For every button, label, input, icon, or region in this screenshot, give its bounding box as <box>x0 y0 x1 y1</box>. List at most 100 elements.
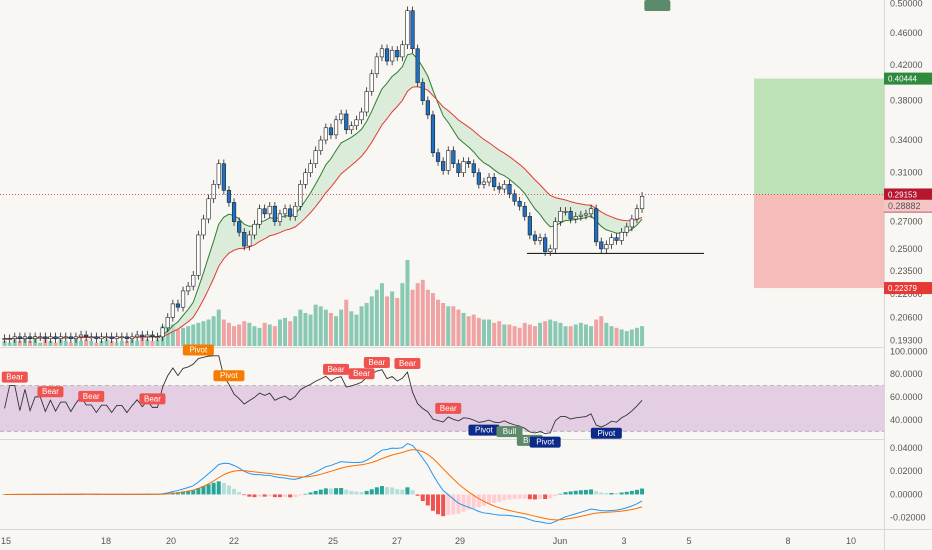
candle <box>486 177 492 183</box>
candle <box>532 234 538 241</box>
candle <box>119 336 124 339</box>
rsi-tag-bear: Bear <box>42 387 59 396</box>
candle <box>226 189 232 203</box>
candle <box>543 237 548 253</box>
macd-hist-bar <box>308 492 313 495</box>
macd-hist-bar <box>221 482 226 495</box>
time-tick-label: 27 <box>392 536 402 546</box>
volume-bar <box>624 331 629 346</box>
macd-hist-bar <box>543 494 548 500</box>
candle <box>481 181 487 185</box>
candle <box>425 100 430 116</box>
macd-hist-bar <box>497 494 502 502</box>
rsi-tag-bear: Bear <box>368 358 385 367</box>
rsi-tag-bg <box>323 363 350 375</box>
candle <box>17 336 22 339</box>
volume-bar <box>420 279 425 346</box>
rsi-tag-bull: Bull <box>503 427 517 436</box>
candle <box>624 226 629 233</box>
macd-hist-bar <box>466 494 471 510</box>
volume-bar <box>257 327 262 346</box>
candle <box>369 73 374 92</box>
rsi-tag-bear: Bear <box>6 373 23 382</box>
volume-series <box>2 260 645 346</box>
volume-bar <box>99 341 104 346</box>
candle <box>135 334 140 338</box>
macd-hist-bar <box>436 494 441 515</box>
volume-bar <box>298 309 303 346</box>
volume-bar <box>303 312 308 346</box>
macd-tick-label: 0.00000 <box>890 489 923 499</box>
volume-bar <box>170 324 175 346</box>
candle <box>420 82 425 101</box>
rsi-tag-pivot-low: Pivot <box>536 438 555 447</box>
candle <box>99 336 104 339</box>
volume-bar <box>436 299 441 346</box>
macd-hist-bar <box>446 494 451 516</box>
macd-hist-bar <box>303 493 308 495</box>
volume-bar <box>497 321 502 346</box>
volume-bar <box>354 314 359 346</box>
candle <box>522 205 527 217</box>
candle <box>247 234 252 247</box>
candle <box>583 213 589 216</box>
price-tick-label: 0.19300 <box>890 335 923 345</box>
volume-bar <box>548 319 553 346</box>
volume-bar <box>599 316 604 346</box>
volume-bar <box>140 337 145 346</box>
rsi-tag-bg <box>348 368 375 380</box>
macd-hist-bar <box>583 489 588 495</box>
candle <box>272 205 277 222</box>
candle <box>548 248 553 253</box>
candle <box>634 208 640 220</box>
volume-bar <box>481 319 486 346</box>
volume-bar <box>466 316 471 346</box>
rsi-tag-bg <box>496 426 523 438</box>
candle <box>609 237 614 245</box>
macd-tick-label: -0.02000 <box>890 513 926 523</box>
candle <box>328 127 334 136</box>
rsi-tag-bg <box>1 371 28 383</box>
rsi-tag-bg <box>363 357 390 369</box>
macd-hist-bar <box>553 494 558 497</box>
volume-bar <box>395 298 400 346</box>
candle <box>201 218 206 236</box>
macd-hist-bar <box>507 494 512 500</box>
candle <box>390 50 395 62</box>
volume-bar <box>568 326 573 346</box>
volume-bar <box>502 324 507 346</box>
candle <box>599 241 604 250</box>
macd-hist-bar <box>354 491 359 495</box>
volume-bar <box>400 283 405 346</box>
macd-hist-bar <box>359 491 364 495</box>
candle <box>410 10 415 50</box>
candle <box>104 336 109 339</box>
candle <box>502 184 507 190</box>
stop-loss-zone[interactable] <box>754 194 884 289</box>
volume-bar <box>293 316 298 346</box>
time-tick-label: 20 <box>166 536 176 546</box>
take-profit-zone[interactable] <box>754 78 884 195</box>
candle <box>563 210 568 213</box>
take-profit-label: 0.40444 <box>888 75 917 84</box>
macd-hist-bar <box>471 494 476 509</box>
candle <box>231 202 237 222</box>
time-tick-label: 8 <box>785 536 790 546</box>
rsi-tag-pivot-high: Pivot <box>220 371 239 380</box>
volume-bar <box>573 324 578 346</box>
macd-hist-bar <box>441 494 446 517</box>
candle <box>471 163 476 174</box>
macd-hist-bar <box>640 488 645 495</box>
macd-signal-line <box>4 449 643 521</box>
macd-hist-bar <box>328 488 333 495</box>
time-tick-label: 29 <box>455 536 465 546</box>
candle <box>395 50 400 58</box>
candle <box>170 303 175 318</box>
candle <box>476 172 481 185</box>
volume-bar <box>451 306 456 346</box>
candle <box>252 223 257 236</box>
macd-hist-bar <box>364 490 369 495</box>
volume-bar <box>446 306 451 346</box>
